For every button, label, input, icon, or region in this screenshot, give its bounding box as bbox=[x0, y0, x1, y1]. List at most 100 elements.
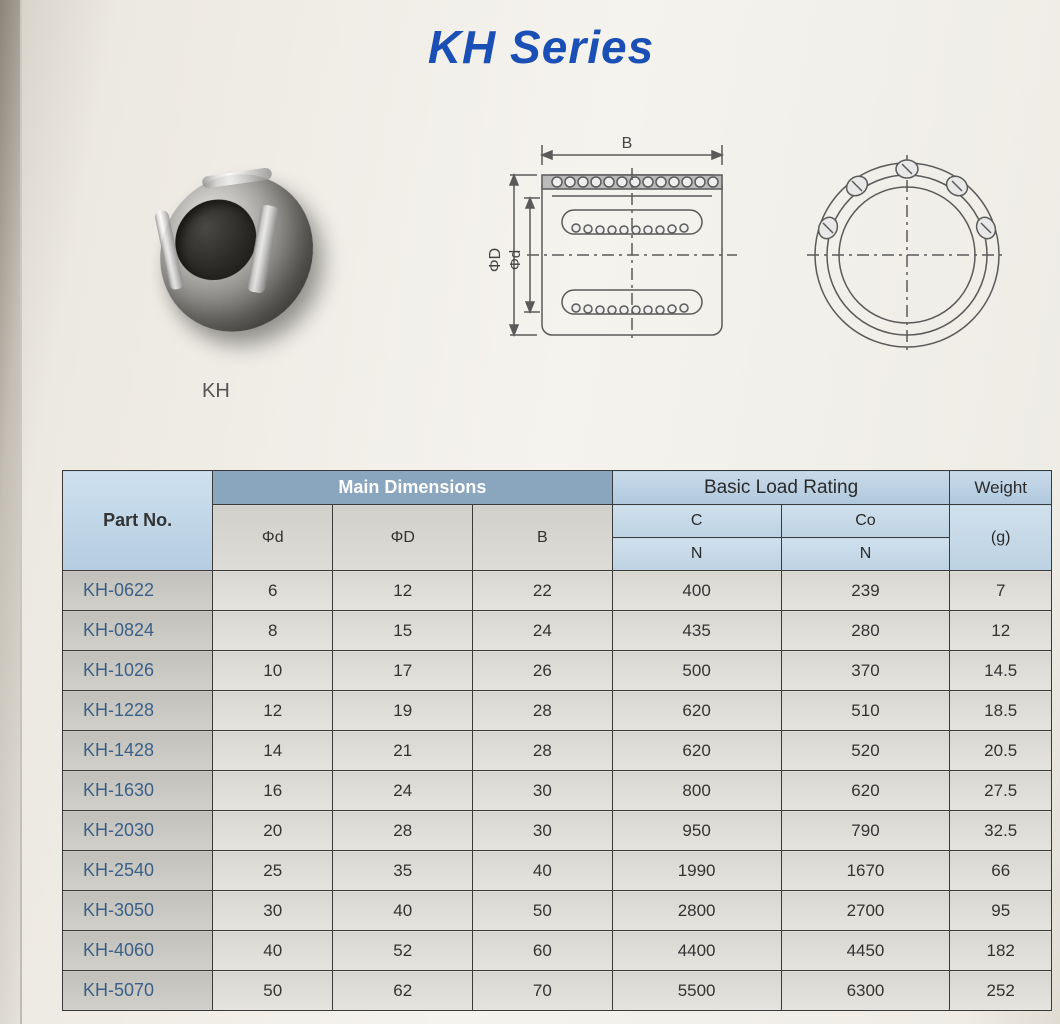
cell-W: 14.5 bbox=[950, 651, 1052, 691]
dim-b-label: B bbox=[622, 135, 633, 152]
cell-part: KH-3050 bbox=[63, 891, 213, 931]
cell-Co: 239 bbox=[781, 571, 950, 611]
cell-B: 28 bbox=[473, 691, 613, 731]
hdr-d: Φd bbox=[213, 505, 333, 571]
cell-B: 50 bbox=[473, 891, 613, 931]
cell-part: KH-2540 bbox=[63, 851, 213, 891]
cell-D: 62 bbox=[333, 971, 473, 1011]
table-row: KH-507050627055006300252 bbox=[63, 971, 1052, 1011]
product-label: KH bbox=[202, 380, 230, 403]
cell-W: 32.5 bbox=[950, 811, 1052, 851]
spec-table: Part No. Main Dimensions Basic Load Rati… bbox=[62, 470, 1052, 1011]
hdr-co: Co bbox=[781, 505, 950, 538]
cell-B: 60 bbox=[473, 931, 613, 971]
cell-W: 252 bbox=[950, 971, 1052, 1011]
cell-Co: 280 bbox=[781, 611, 950, 651]
cell-C: 4400 bbox=[612, 931, 781, 971]
cell-B: 28 bbox=[473, 731, 613, 771]
cell-D: 17 bbox=[333, 651, 473, 691]
cell-W: 7 bbox=[950, 571, 1052, 611]
cell-D: 19 bbox=[333, 691, 473, 731]
cell-d: 40 bbox=[213, 931, 333, 971]
cell-Co: 1670 bbox=[781, 851, 950, 891]
cell-B: 40 bbox=[473, 851, 613, 891]
figures-row: KH B bbox=[82, 120, 1020, 420]
cell-D: 52 bbox=[333, 931, 473, 971]
cell-W: 12 bbox=[950, 611, 1052, 651]
cell-W: 95 bbox=[950, 891, 1052, 931]
table-row: KH-08248152443528012 bbox=[63, 611, 1052, 651]
cell-Co: 4450 bbox=[781, 931, 950, 971]
cell-C: 620 bbox=[612, 691, 781, 731]
cell-B: 70 bbox=[473, 971, 613, 1011]
table-row: KH-203020283095079032.5 bbox=[63, 811, 1052, 851]
cell-D: 12 bbox=[333, 571, 473, 611]
table-row: KH-30503040502800270095 bbox=[63, 891, 1052, 931]
cell-d: 50 bbox=[213, 971, 333, 1011]
cell-C: 5500 bbox=[612, 971, 781, 1011]
dim-D-label: ΦD bbox=[487, 248, 504, 272]
hdr-D: ΦD bbox=[333, 505, 473, 571]
hdr-weight-unit: (g) bbox=[950, 505, 1052, 571]
hdr-c-n: N bbox=[612, 538, 781, 571]
hdr-c: C bbox=[612, 505, 781, 538]
cell-d: 8 bbox=[213, 611, 333, 651]
hdr-B: B bbox=[473, 505, 613, 571]
dim-d-label: Φd bbox=[507, 250, 524, 270]
cell-W: 27.5 bbox=[950, 771, 1052, 811]
cell-B: 22 bbox=[473, 571, 613, 611]
cell-d: 14 bbox=[213, 731, 333, 771]
cell-d: 25 bbox=[213, 851, 333, 891]
cell-d: 10 bbox=[213, 651, 333, 691]
cell-C: 2800 bbox=[612, 891, 781, 931]
table-row: KH-163016243080062027.5 bbox=[63, 771, 1052, 811]
cell-W: 20.5 bbox=[950, 731, 1052, 771]
cell-d: 12 bbox=[213, 691, 333, 731]
cell-part: KH-2030 bbox=[63, 811, 213, 851]
cell-Co: 620 bbox=[781, 771, 950, 811]
cell-Co: 790 bbox=[781, 811, 950, 851]
hdr-partno: Part No. bbox=[63, 471, 213, 571]
table-row: KH-102610172650037014.5 bbox=[63, 651, 1052, 691]
cell-D: 40 bbox=[333, 891, 473, 931]
cell-Co: 2700 bbox=[781, 891, 950, 931]
hdr-weight: Weight bbox=[950, 471, 1052, 505]
cell-part: KH-1228 bbox=[63, 691, 213, 731]
bearing-render bbox=[132, 150, 332, 350]
cell-part: KH-4060 bbox=[63, 931, 213, 971]
cell-d: 30 bbox=[213, 891, 333, 931]
cell-C: 435 bbox=[612, 611, 781, 651]
cell-d: 20 bbox=[213, 811, 333, 851]
page-title: KH Series bbox=[22, 20, 1060, 74]
cell-part: KH-0622 bbox=[63, 571, 213, 611]
cell-d: 6 bbox=[213, 571, 333, 611]
cross-section-diagram: B bbox=[462, 130, 782, 360]
cell-B: 24 bbox=[473, 611, 613, 651]
cell-part: KH-5070 bbox=[63, 971, 213, 1011]
cell-B: 26 bbox=[473, 651, 613, 691]
cell-B: 30 bbox=[473, 771, 613, 811]
cell-C: 800 bbox=[612, 771, 781, 811]
cell-Co: 520 bbox=[781, 731, 950, 771]
cell-W: 18.5 bbox=[950, 691, 1052, 731]
cell-part: KH-1630 bbox=[63, 771, 213, 811]
cell-Co: 370 bbox=[781, 651, 950, 691]
catalog-page: KH Series KH B bbox=[20, 0, 1060, 1024]
cell-D: 21 bbox=[333, 731, 473, 771]
cell-C: 1990 bbox=[612, 851, 781, 891]
table-row: KH-0622612224002397 bbox=[63, 571, 1052, 611]
cell-D: 15 bbox=[333, 611, 473, 651]
table-body: KH-0622612224002397KH-08248152443528012K… bbox=[63, 571, 1052, 1011]
cell-part: KH-1428 bbox=[63, 731, 213, 771]
cell-W: 182 bbox=[950, 931, 1052, 971]
dimensions-table: Part No. Main Dimensions Basic Load Rati… bbox=[62, 470, 1052, 1011]
table-row: KH-142814212862052020.5 bbox=[63, 731, 1052, 771]
cell-Co: 6300 bbox=[781, 971, 950, 1011]
product-photo: KH bbox=[102, 140, 362, 400]
cell-d: 16 bbox=[213, 771, 333, 811]
cell-C: 400 bbox=[612, 571, 781, 611]
end-view-diagram bbox=[802, 150, 1012, 360]
hdr-main-dim: Main Dimensions bbox=[213, 471, 613, 505]
table-row: KH-25402535401990167066 bbox=[63, 851, 1052, 891]
cell-C: 620 bbox=[612, 731, 781, 771]
